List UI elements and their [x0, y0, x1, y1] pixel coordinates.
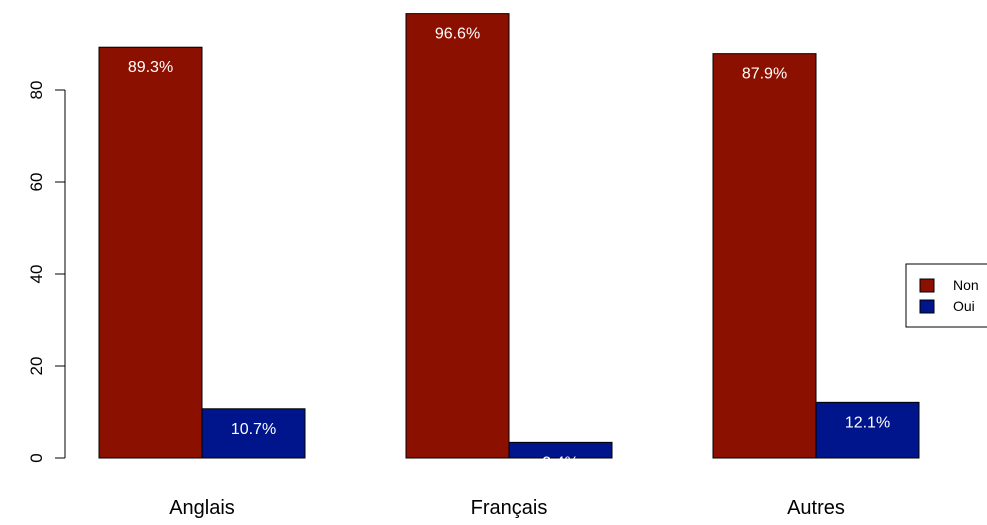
- legend: Non Oui: [905, 263, 987, 328]
- y-tick-label: 60: [27, 173, 46, 192]
- bar-value-label: 3.4%: [542, 454, 578, 471]
- bar-non-2: [712, 53, 817, 459]
- y-tick-label: 20: [27, 357, 46, 376]
- bar-labels: 89.3% 10.7% 96.6% 3.4% 87.9% 12.1%: [128, 26, 890, 472]
- y-tick-label: 40: [27, 265, 46, 284]
- legend-swatch-non: [919, 278, 935, 293]
- x-category-label: Français: [471, 497, 548, 519]
- bars: [98, 13, 920, 459]
- bar-value-label: 96.6%: [435, 26, 480, 43]
- y-axis: 0 20 40 60 80: [27, 81, 66, 463]
- bar-non-1: [405, 13, 510, 459]
- bar-value-label: 87.9%: [742, 66, 787, 83]
- y-tick-label: 80: [27, 81, 46, 100]
- legend-label: Oui: [953, 298, 975, 314]
- bar-value-label: 12.1%: [845, 414, 890, 431]
- bar-value-label: 10.7%: [231, 421, 276, 438]
- bar-value-label: 89.3%: [128, 59, 173, 76]
- bar-oui-0: [201, 408, 306, 459]
- legend-swatch-oui: [919, 299, 935, 314]
- legend-label: Non: [953, 277, 979, 293]
- x-category-label: Anglais: [169, 497, 235, 519]
- y-tick-label: 0: [27, 453, 46, 462]
- x-axis-labels: Anglais Français Autres: [169, 497, 845, 519]
- bar-non-0: [98, 46, 203, 459]
- bar-oui-1: [508, 441, 613, 459]
- legend-box: [905, 263, 987, 328]
- x-category-label: Autres: [787, 497, 845, 519]
- bar-oui-2: [815, 401, 920, 459]
